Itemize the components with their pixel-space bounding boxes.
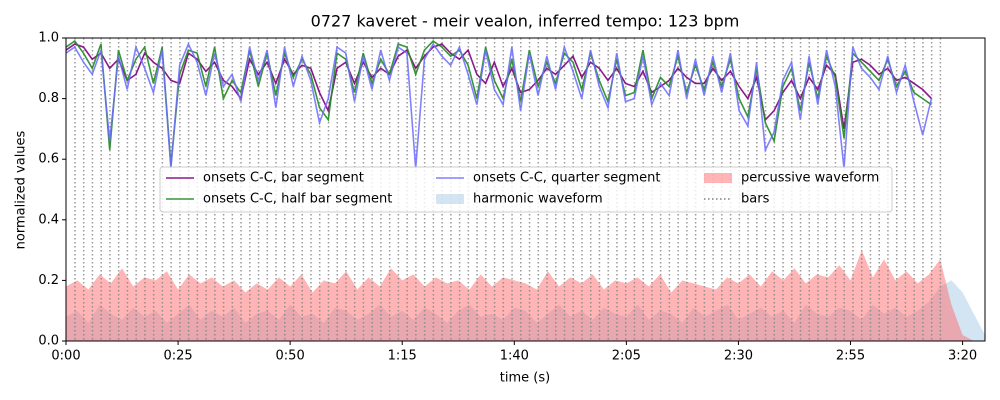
- y-tick-label: 1.0: [38, 31, 59, 46]
- legend-label: onsets C-C, half bar segment: [203, 192, 392, 207]
- legend-swatch: [436, 194, 464, 204]
- y-tick-label: 0.6: [38, 152, 59, 167]
- series-line: [66, 39, 932, 166]
- x-axis-label: time (s): [500, 371, 550, 386]
- legend-label: bars: [741, 192, 770, 207]
- y-tick-label: 0.0: [38, 334, 59, 349]
- x-tick-label: 0:00: [51, 349, 80, 364]
- legend-label: harmonic waveform: [473, 192, 603, 207]
- series-line: [66, 42, 933, 169]
- y-tick-label: 0.2: [38, 273, 59, 288]
- x-tick-label: 1:40: [500, 349, 529, 364]
- legend-label: percussive waveform: [741, 171, 879, 186]
- chart-title: 0727 kaveret - meir vealon, inferred tem…: [311, 12, 740, 31]
- x-tick-label: 0:25: [163, 349, 192, 364]
- legend-swatch: [704, 173, 732, 183]
- x-tick-label: 2:55: [836, 349, 865, 364]
- legend-label: onsets C-C, quarter segment: [473, 171, 660, 186]
- legend-label: onsets C-C, bar segment: [203, 171, 364, 186]
- y-axis-label: normalized values: [14, 130, 29, 249]
- plot-frame: [65, 37, 986, 342]
- waveform-area: [66, 250, 985, 341]
- plot: [66, 38, 985, 341]
- x-tick-label: 2:30: [724, 349, 753, 364]
- y-tick-label: 0.8: [38, 91, 59, 106]
- y-tick-label: 0.4: [38, 212, 59, 227]
- series-line: [66, 43, 933, 130]
- x-tick-label: 1:15: [388, 349, 417, 364]
- x-tick-label: 2:05: [612, 349, 641, 364]
- x-tick-label: 3:20: [948, 349, 977, 364]
- x-tick-label: 0:50: [276, 349, 305, 364]
